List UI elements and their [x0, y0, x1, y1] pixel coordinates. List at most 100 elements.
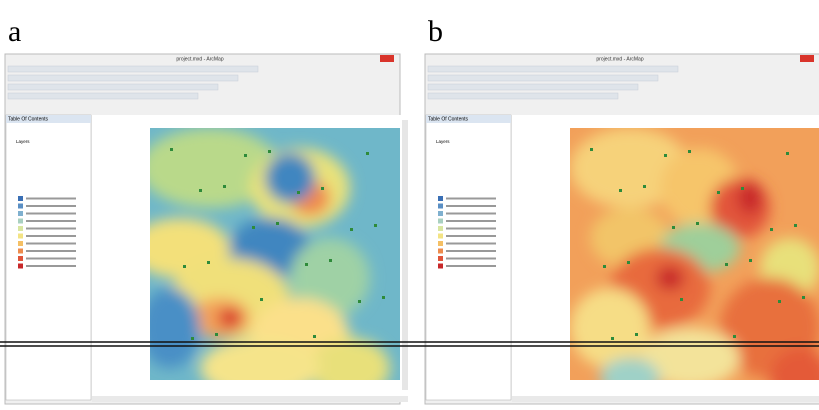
- legend-text-placeholder: [446, 243, 496, 245]
- station-marker: [260, 298, 263, 301]
- station-marker: [603, 265, 606, 268]
- toc-title: Table Of Contents: [8, 116, 49, 122]
- window-title: project.mxd - ArcMap: [596, 56, 643, 62]
- station-marker: [733, 335, 736, 338]
- close-button: [380, 55, 394, 62]
- close-button: [800, 55, 814, 62]
- legend-swatch: [18, 226, 23, 231]
- legend-text-placeholder: [26, 198, 76, 200]
- legend-text-placeholder: [26, 258, 76, 260]
- panel-label: a: [8, 15, 21, 48]
- station-marker: [611, 337, 614, 340]
- station-marker: [725, 263, 728, 266]
- station-marker: [786, 152, 789, 155]
- heat-blob: [738, 182, 762, 214]
- panel: b project.mxd - ArcMap Table Of Contents La…: [425, 15, 819, 408]
- station-marker: [170, 148, 173, 151]
- heat-map: [130, 128, 400, 398]
- status-bar: [92, 396, 408, 402]
- station-marker: [778, 300, 781, 303]
- toolbar: [8, 93, 198, 99]
- legend-text-placeholder: [26, 250, 76, 252]
- station-marker: [207, 261, 210, 264]
- legend-text-placeholder: [26, 228, 76, 230]
- legend-swatch: [438, 196, 443, 201]
- toolbar: [428, 84, 638, 90]
- station-marker: [276, 222, 279, 225]
- legend-swatch: [438, 204, 443, 209]
- station-marker: [664, 154, 667, 157]
- legend-swatch: [438, 264, 443, 269]
- legend-text-placeholder: [26, 220, 76, 222]
- panel-label: b: [428, 15, 443, 48]
- toc-root-layer: Layers: [436, 139, 450, 144]
- legend-text-placeholder: [26, 213, 76, 215]
- legend-text-placeholder: [26, 265, 76, 267]
- heat-blob: [570, 288, 650, 368]
- toolbar: [428, 66, 678, 72]
- station-marker: [199, 189, 202, 192]
- station-marker: [635, 333, 638, 336]
- legend-swatch: [438, 256, 443, 261]
- scrollbar: [402, 120, 408, 390]
- legend-text-placeholder: [446, 220, 496, 222]
- station-marker: [802, 296, 805, 299]
- station-marker: [305, 263, 308, 266]
- station-marker: [627, 261, 630, 264]
- window-title: project.mxd - ArcMap: [176, 56, 223, 62]
- station-marker: [313, 335, 316, 338]
- station-marker: [749, 259, 752, 262]
- legend-text-placeholder: [446, 198, 496, 200]
- legend-swatch: [18, 249, 23, 254]
- station-marker: [672, 226, 675, 229]
- station-marker: [717, 191, 720, 194]
- station-marker: [215, 333, 218, 336]
- station-marker: [794, 224, 797, 227]
- toolbar: [8, 84, 218, 90]
- station-marker: [297, 191, 300, 194]
- legend-swatch: [438, 219, 443, 224]
- station-marker: [590, 148, 593, 151]
- toolbar: [428, 93, 618, 99]
- station-marker: [696, 222, 699, 225]
- station-marker: [321, 187, 324, 190]
- toolbar: [8, 66, 258, 72]
- station-marker: [183, 265, 186, 268]
- legend-text-placeholder: [446, 235, 496, 237]
- station-marker: [350, 228, 353, 231]
- legend-swatch: [438, 249, 443, 254]
- legend-text-placeholder: [26, 243, 76, 245]
- legend-swatch: [18, 234, 23, 239]
- station-marker: [382, 296, 385, 299]
- legend-swatch: [438, 234, 443, 239]
- legend-swatch: [438, 226, 443, 231]
- legend-text-placeholder: [446, 205, 496, 207]
- station-marker: [374, 224, 377, 227]
- station-marker: [268, 150, 271, 153]
- station-marker: [770, 228, 773, 231]
- heat-blob: [265, 153, 315, 203]
- legend-swatch: [18, 219, 23, 224]
- legend-text-placeholder: [446, 250, 496, 252]
- station-marker: [643, 185, 646, 188]
- status-bar: [512, 396, 819, 402]
- legend-text-placeholder: [446, 213, 496, 215]
- legend-text-placeholder: [446, 228, 496, 230]
- figure: a project.mxd - ArcMap Table Of Contents La…: [0, 0, 819, 410]
- legend-text-placeholder: [446, 258, 496, 260]
- station-marker: [244, 154, 247, 157]
- station-marker: [688, 150, 691, 153]
- station-marker: [223, 185, 226, 188]
- station-marker: [252, 226, 255, 229]
- legend-text-placeholder: [26, 235, 76, 237]
- station-marker: [741, 187, 744, 190]
- legend-swatch: [18, 204, 23, 209]
- heat-map: [570, 128, 819, 408]
- station-marker: [358, 300, 361, 303]
- toc-title: Table Of Contents: [428, 116, 469, 122]
- heat-blob: [218, 308, 242, 328]
- station-marker: [680, 298, 683, 301]
- figure-canvas: a project.mxd - ArcMap Table Of Contents La…: [0, 0, 819, 410]
- station-marker: [619, 189, 622, 192]
- legend-swatch: [438, 241, 443, 246]
